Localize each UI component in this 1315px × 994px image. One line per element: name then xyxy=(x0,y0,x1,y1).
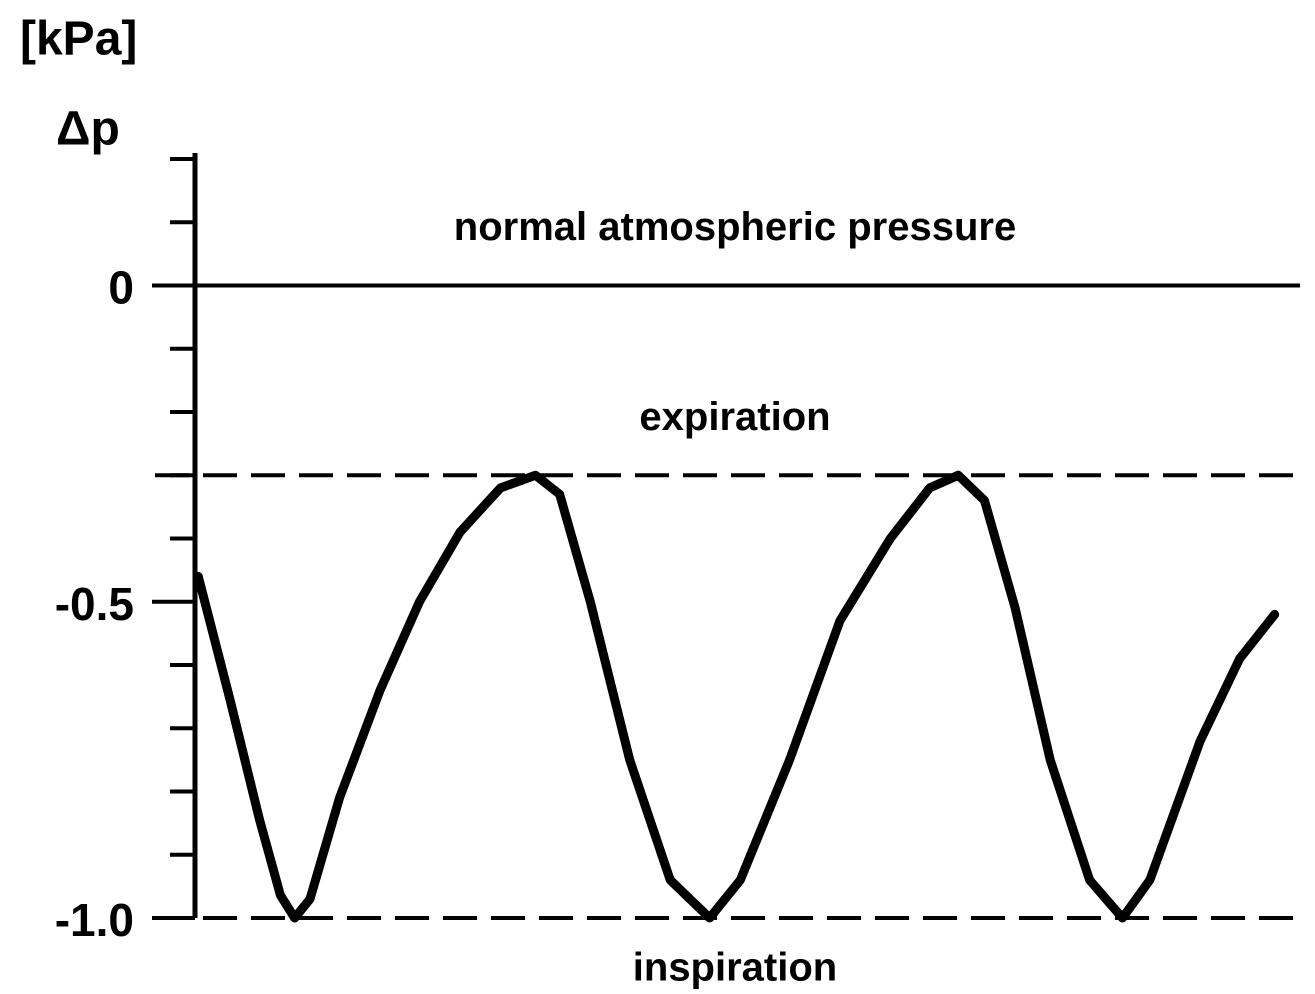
reference-label: inspiration xyxy=(633,946,837,990)
y-tick-label: 0 xyxy=(108,262,134,314)
y-tick-label: -1.0 xyxy=(55,894,134,946)
reference-label: normal atmospheric pressure xyxy=(454,205,1016,249)
y-tick-label: -0.5 xyxy=(55,578,134,630)
reference-label: expiration xyxy=(639,395,830,439)
y-axis-label: Δp xyxy=(56,103,120,156)
y-unit: [kPa] xyxy=(20,13,137,66)
data-line xyxy=(193,470,1280,923)
